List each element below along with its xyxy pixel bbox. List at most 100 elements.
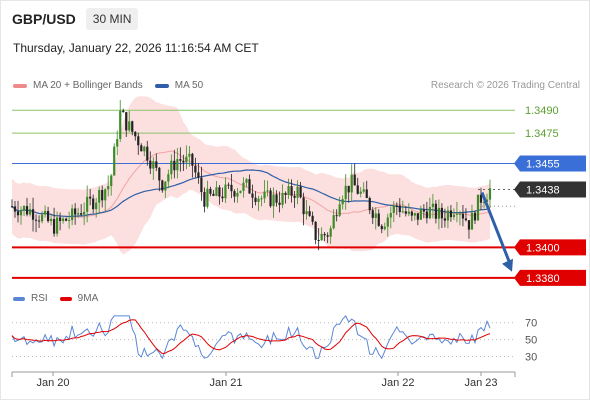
x-tick-label: Jan 20	[36, 377, 69, 389]
level-1-3400-tag	[514, 239, 586, 256]
candle	[278, 191, 281, 213]
candle-body	[413, 213, 416, 216]
candle	[386, 213, 389, 237]
candle	[461, 204, 465, 227]
candle	[131, 120, 134, 136]
candle	[338, 196, 341, 218]
candle	[83, 202, 86, 226]
candle	[191, 152, 194, 178]
candle-body	[98, 190, 101, 203]
candle-body	[479, 194, 483, 203]
candle	[281, 184, 284, 209]
candle	[392, 201, 395, 223]
candle	[473, 210, 477, 225]
legend-label-rsi: RSI	[31, 293, 48, 304]
rsi-9ma-line	[11, 319, 491, 355]
candle-body	[419, 209, 422, 220]
candle	[200, 166, 203, 201]
candle-body	[191, 153, 194, 166]
candle-body	[251, 193, 254, 198]
candle-body	[302, 197, 305, 215]
candle	[290, 179, 293, 203]
candle-body	[113, 146, 116, 176]
candle	[452, 208, 456, 221]
candle	[485, 193, 489, 203]
candle-body	[434, 203, 437, 219]
candle	[149, 151, 152, 175]
candle-body	[473, 212, 477, 221]
candle	[16, 200, 20, 223]
candle	[245, 177, 248, 188]
candle-body	[74, 208, 77, 215]
candle-body	[128, 121, 131, 131]
candle-body	[389, 212, 392, 218]
candle-body	[458, 213, 462, 215]
candle-body	[467, 220, 471, 230]
rsi-legend: RSI 9MA	[13, 293, 110, 304]
candle	[275, 190, 278, 207]
candle-body	[410, 211, 413, 216]
candle-body	[314, 221, 317, 240]
candle	[311, 211, 314, 225]
candle	[98, 186, 101, 215]
candle	[197, 162, 200, 184]
candle	[122, 108, 125, 113]
candle	[179, 147, 182, 172]
candle-body	[377, 213, 380, 226]
candle-body	[245, 179, 248, 183]
candle-body	[308, 211, 311, 216]
candle-body	[152, 161, 155, 169]
level-1-3380-label: 1.3380	[526, 273, 560, 285]
candle	[308, 205, 311, 217]
candle	[266, 180, 269, 197]
candle	[272, 187, 275, 218]
candle-body	[161, 180, 164, 191]
candle-body	[401, 211, 404, 213]
candle-body	[446, 210, 450, 221]
candle-body	[107, 185, 110, 190]
candle	[347, 185, 350, 203]
candle	[398, 198, 401, 218]
candle-body	[257, 198, 260, 202]
candle	[55, 211, 59, 237]
candle-body	[68, 219, 71, 221]
candle	[146, 140, 149, 166]
candle-body	[290, 186, 293, 196]
candle-body	[59, 217, 62, 222]
candle	[359, 187, 362, 198]
candle	[350, 164, 353, 202]
candle-body	[443, 218, 447, 221]
level-1-3438-tag	[514, 181, 586, 198]
candle	[446, 206, 450, 229]
candle	[74, 203, 77, 225]
candle	[167, 169, 170, 189]
candle-body	[221, 196, 224, 199]
candle	[59, 212, 62, 231]
candle	[28, 203, 32, 217]
bollinger-band	[12, 96, 490, 255]
candle-body	[236, 192, 239, 197]
candle	[260, 195, 263, 207]
candle	[173, 149, 176, 179]
candle-body	[52, 219, 56, 234]
candle-body	[320, 233, 323, 241]
price-legend: MA 20 + Bollinger Bands MA 50	[13, 80, 215, 91]
timeframe-badge[interactable]: 30 MIN	[85, 8, 139, 30]
candle-body	[197, 172, 200, 178]
candle	[155, 153, 158, 172]
candle-body	[83, 211, 86, 215]
candle	[77, 207, 80, 218]
candle-body	[353, 174, 356, 186]
candle-body	[299, 186, 302, 198]
candle	[404, 206, 407, 217]
candle	[248, 174, 251, 194]
candle	[242, 177, 245, 198]
candle	[251, 184, 254, 209]
x-tick-label: Jan 23	[464, 377, 497, 389]
candle	[143, 145, 146, 157]
candle	[233, 189, 236, 203]
candle	[431, 193, 434, 219]
candle	[113, 143, 116, 176]
legend-item-rsi: RSI	[13, 293, 48, 304]
candle	[419, 205, 422, 221]
